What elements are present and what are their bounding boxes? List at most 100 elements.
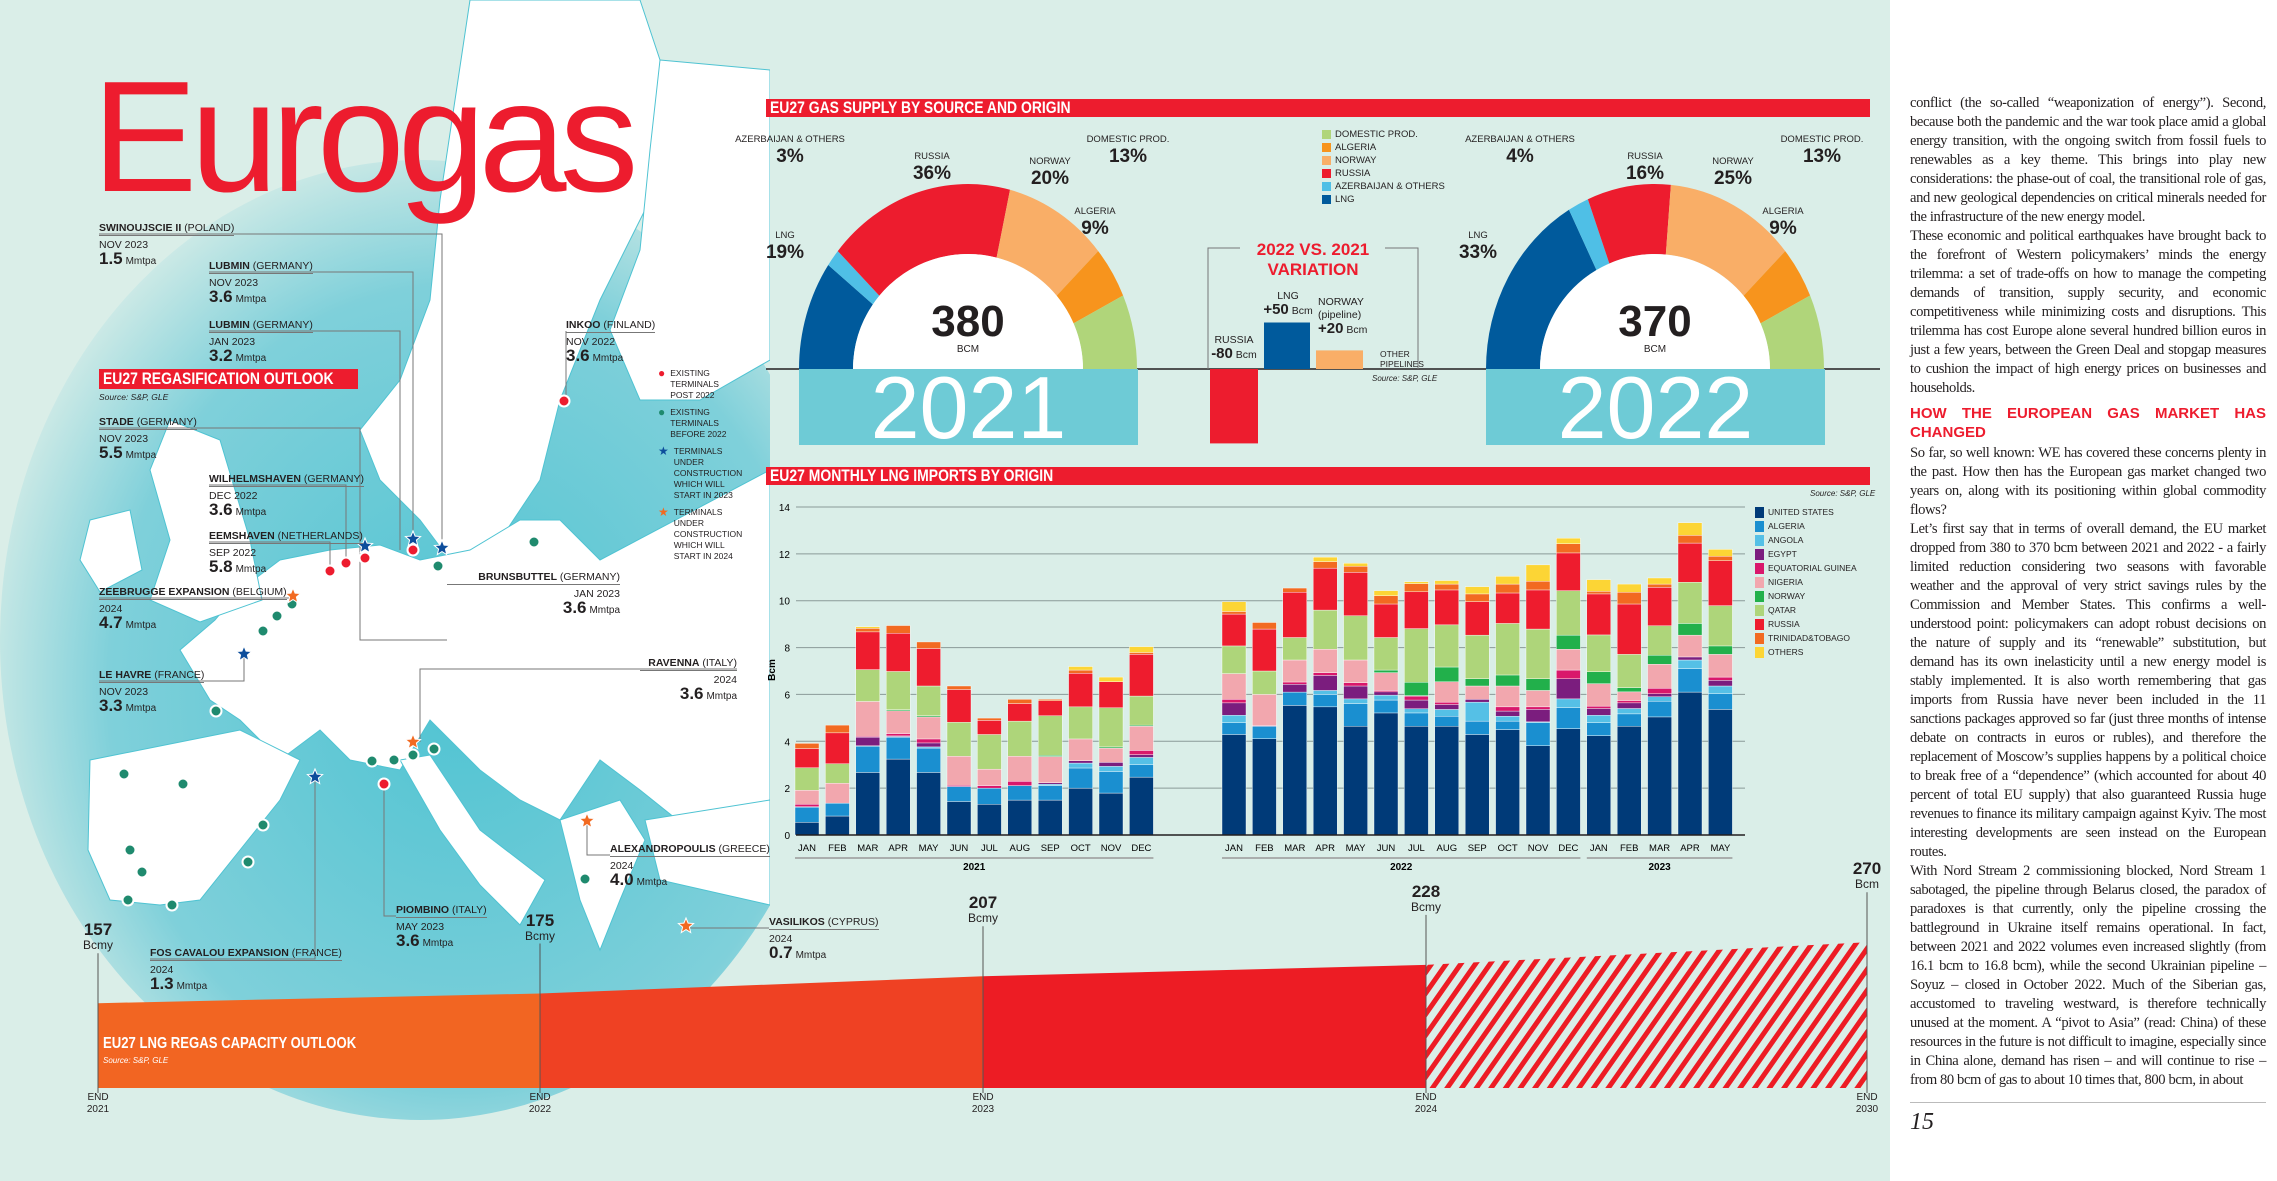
terminal-dot-icon [256,624,270,638]
x-tick-label: APR [1315,843,1335,854]
supply-share: 13% [1802,146,1842,167]
bar-segment-russia [1098,681,1124,708]
bar-segment-angola [1647,696,1672,702]
supply-label-name: NORWAY [1712,156,1754,167]
bar-legend-item: QATAR [1755,603,1857,617]
bar-segment-nigeria [825,783,850,804]
x-tick-label: APR [1680,843,1700,854]
terminal-capacity: 3.3 Mmtpa [99,696,157,715]
legend-swatch [1755,576,1764,588]
article-paragraph: With Nord Stream 2 commissioning blocked… [1910,863,2266,1088]
terminal-date: 2024 [150,960,342,977]
terminal-label: INKOO (FINLAND) NOV 2022 3.6 Mmtpa [566,319,656,365]
capacity-unit: Bcmy [968,911,998,926]
bar-segment-trinidad-tobago [1556,543,1581,554]
bar-segment-nigeria [1098,747,1124,763]
bar-segment-nigeria [1252,694,1277,726]
legend-label: EQUATORIAL GUINEA [1768,563,1857,573]
bar-segment-equatorial-guinea [1556,669,1581,679]
regas-outlook-banner: EU27 REGASIFICATION OUTLOOK [99,369,358,389]
bar-segment-norway [1647,655,1672,665]
capacity-label: 175 Bcmy [510,911,570,943]
bar-segment-united-states [1007,799,1033,836]
bar-segment-nigeria [946,756,972,786]
bar-segment-egypt [1434,704,1459,710]
bar-segment-nigeria [1677,634,1703,658]
variation-title-line2: VARIATION [1267,260,1359,279]
page-number: 15 [1910,1109,1934,1135]
x-tick-label: MAR [1649,843,1670,854]
legend-swatch [1755,632,1764,644]
bar-segment-qatar [855,669,881,702]
map-legend-label: TERMINALS UNDER CONSTRUCTION WHICH WILL … [673,446,743,500]
supply-share: 16% [1625,163,1665,184]
legend-label: QATAR [1768,605,1797,615]
bar-segment-nigeria [1708,654,1733,678]
terminal-name: INKOO (FINLAND) [566,319,656,331]
bar-segment-algeria [855,746,881,773]
bar-segment-qatar [1404,628,1429,683]
year-box [1486,369,1825,445]
legend-label: EGYPT [1768,549,1797,559]
capacity-x-line1: END [972,1092,994,1103]
capacity-x-label: END 2023 [953,1092,1013,1116]
land-italy [399,754,546,926]
terminal-date: MAY 2023 [396,917,487,934]
year-group-label: 2022 [1390,862,1413,873]
bar-segment-russia [1007,703,1033,722]
bar-segment-egypt [1677,656,1703,661]
supply-share: 25% [1713,168,1753,189]
bar-segment-others [1617,583,1642,593]
bar-segment-nigeria [1495,685,1520,708]
terminal-name: LUBMIN (GERMANY) [209,260,313,272]
bar-segment-qatar [1556,590,1581,636]
terminal-dot-icon [117,767,131,781]
bar-segment-qatar [1495,623,1520,676]
bar-segment-angola [1586,715,1611,723]
bar-segment-algeria [1404,712,1429,727]
bar-segment-others [1068,666,1093,671]
legend-label: RUSSIA [1335,168,1371,179]
variation-frame [1385,247,1419,369]
terminal-dot-icon [121,893,135,907]
land-finland [609,59,770,401]
bar-segment-equatorial-guinea [916,738,941,744]
bar-legend-item: RUSSIA [1755,617,1857,631]
bar-segment-trinidad-tobago [1129,652,1154,655]
capacity-title-text: EU27 LNG REGAS CAPACITY OUTLOOK [103,1035,357,1052]
variation-russia-label: RUSSIA -80 Bcm [1206,334,1262,362]
bar-segment-equatorial-guinea [1404,695,1429,701]
pie-slice-azerbaijan-others [828,251,880,305]
y-tick-label: 2 [784,784,790,795]
y-axis-label: Bcm [767,659,778,681]
bar-segment-nigeria [855,701,881,737]
bar-segment-angola [1404,708,1429,714]
bar-segment-russia [825,732,850,764]
terminal-dot-icon [431,559,445,573]
bar-segment-united-states [946,801,972,836]
bar-segment-russia [1282,592,1307,638]
legend-label: TRINIDAD&TOBAGO [1768,633,1851,643]
supply-label-algeria: ALGERIA 9% [1762,205,1803,238]
legend-label: NORWAY [1335,155,1377,166]
supply-label-name: AZERBAIJAN & OTHERS [1465,134,1575,145]
bar-segment-others [1525,564,1551,582]
terminal-label: EEMSHAVEN (NETHERLANDS) SEP 2022 5.8 Mmt… [209,530,363,576]
y-tick-label: 14 [779,503,791,514]
bar-segment-united-states [1495,729,1520,836]
article-paragraph: So far, so well known: WE has covered th… [1910,445,2266,518]
bar-segment-equatorial-guinea [1525,706,1551,710]
terminal-dot-icon [557,394,571,408]
capacity-x-line1: END [1856,1092,1878,1103]
capacity-segment [98,993,540,1088]
bar-segment-russia [916,648,941,687]
legend-swatch [1755,548,1764,560]
capacity-x-line2: 2030 [1855,1104,1879,1115]
bar-segment-algeria [977,787,1002,805]
bar-segment-algeria [1098,771,1124,794]
bar-segment-trinidad-tobago [977,717,1002,721]
terminal-dot-icon [387,753,401,767]
lng-imports-chart: 0 2 4 6 8 10 12 14 Bcm JAN FEB MAR APR MAY JUN JUL AUG SE… [767,503,1745,873]
bar-segment-united-states [1708,709,1733,836]
pie-slice-norway [1665,184,1786,296]
